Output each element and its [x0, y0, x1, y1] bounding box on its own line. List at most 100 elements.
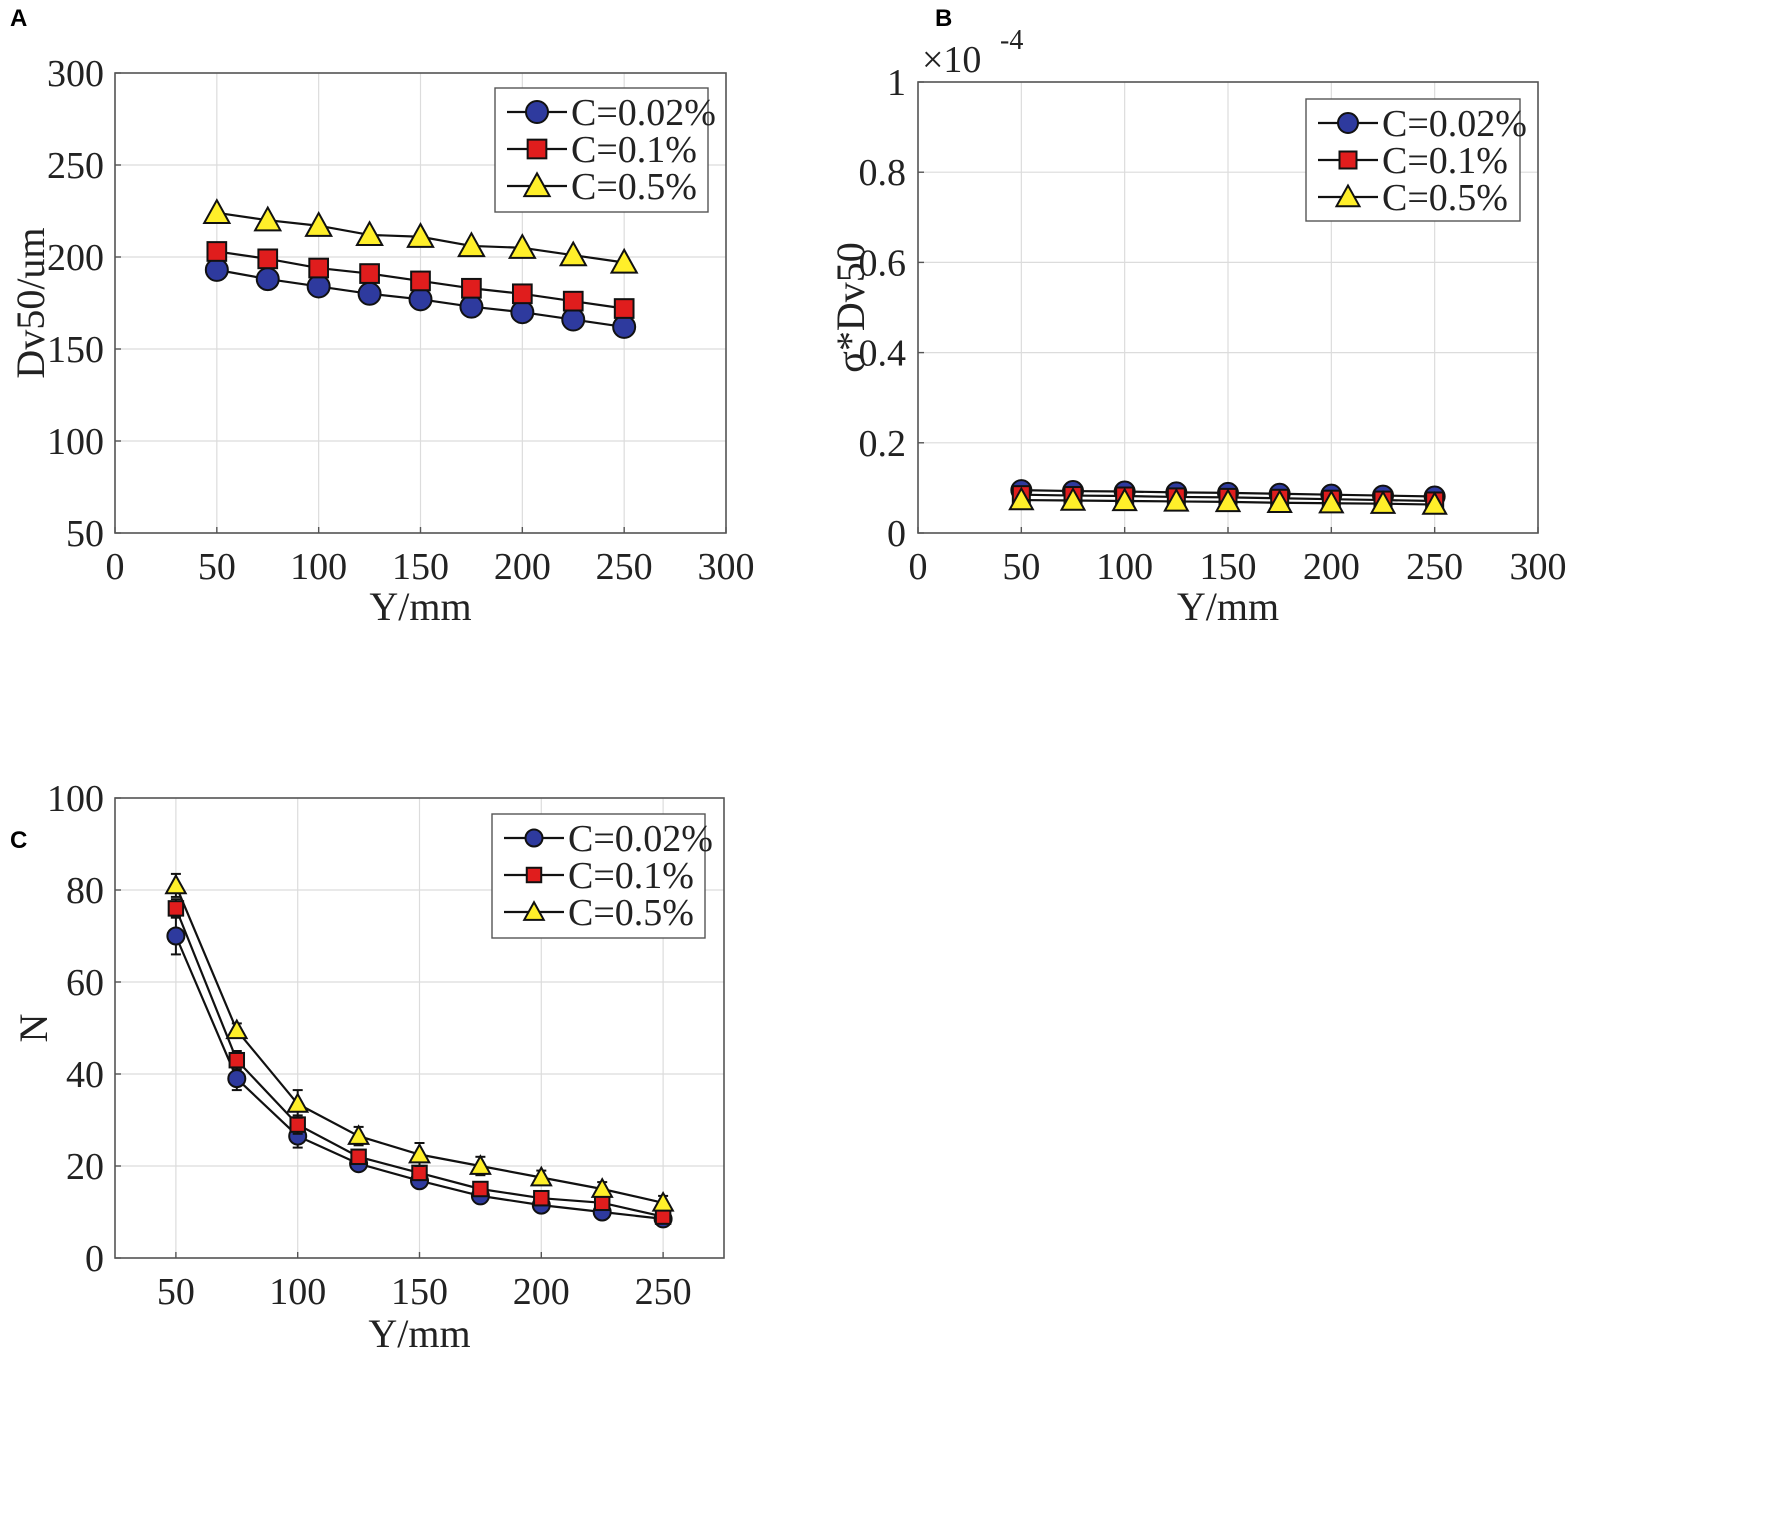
legend: C=0.02%C=0.1%C=0.5% — [494, 87, 716, 213]
legend-entry: C=0.02% — [507, 92, 716, 134]
x-tick-label: 250 — [596, 546, 653, 588]
x-tick-label: 150 — [391, 1271, 448, 1313]
data-point — [507, 233, 537, 259]
y-tick-label: 100 — [47, 778, 104, 820]
data-point — [1266, 489, 1293, 513]
y-tick-label: 80 — [66, 870, 104, 912]
data-point — [1318, 489, 1345, 514]
y-axis-label: Dv50/um — [8, 227, 53, 378]
data-point — [206, 241, 228, 262]
x-tick-label: 200 — [1303, 546, 1360, 588]
legend-label: C=0.5% — [568, 892, 694, 934]
legend-marker — [526, 138, 548, 160]
x-tick-label: 250 — [635, 1271, 692, 1313]
y-tick-label: 0 — [887, 513, 906, 555]
legend-entry: C=0.5% — [507, 166, 697, 208]
legend-label: C=0.5% — [1382, 177, 1508, 219]
legend: C=0.02%C=0.1%C=0.5% — [1305, 98, 1527, 222]
data-point — [461, 277, 482, 299]
data-point — [472, 1180, 489, 1198]
x-tick-label: 50 — [157, 1271, 195, 1313]
x-tick-label: 300 — [698, 546, 755, 588]
legend-entry: C=0.1% — [1318, 140, 1508, 182]
x-tick-label: 250 — [1406, 546, 1463, 588]
y-tick-label: 0 — [85, 1238, 104, 1280]
data-point — [357, 281, 382, 306]
legend-label: C=0.5% — [571, 166, 697, 208]
legend-marker — [1338, 150, 1358, 170]
y-tick-label: 150 — [47, 329, 104, 371]
y-tick-label: 20 — [66, 1146, 104, 1188]
data-point — [1214, 488, 1242, 513]
data-point — [612, 314, 637, 339]
x-tick-label: 200 — [494, 546, 551, 588]
x-tick-label: 150 — [392, 546, 449, 588]
panel-letter-a: A — [10, 5, 27, 32]
y-tick-label: 1 — [887, 62, 906, 104]
data-point — [286, 1092, 310, 1113]
data-point — [510, 300, 535, 325]
legend-entry: C=0.5% — [504, 892, 694, 934]
y-tick-label: 200 — [47, 237, 104, 279]
legend-entry: C=0.1% — [504, 855, 694, 897]
x-tick-label: 100 — [269, 1271, 326, 1313]
data-point — [164, 873, 188, 895]
data-point — [468, 1154, 492, 1175]
data-point — [359, 263, 380, 284]
data-point — [308, 257, 330, 279]
data-point — [253, 205, 283, 232]
series-1 — [206, 241, 635, 319]
data-point — [411, 1164, 428, 1182]
data-point — [1369, 490, 1397, 514]
legend-label: C=0.02% — [568, 818, 713, 860]
panel-c-chart: 50 100 150 200 250020406080100Y/mmNC=0.02%C=… — [11, 778, 725, 1356]
y-tick-label: 0.8 — [859, 152, 907, 194]
data-point — [350, 1148, 367, 1166]
x-tick-label: 50 — [198, 546, 236, 588]
x-tick-label: 0 — [106, 546, 125, 588]
x-tick-label: 100 — [1096, 546, 1153, 588]
legend-marker — [522, 171, 552, 198]
legend-marker — [525, 100, 549, 124]
data-point — [590, 1177, 614, 1198]
data-point — [613, 298, 635, 319]
panel-b-chart: 0 50 100 150 200 250 300 0 0.2 0.4 0.6 0.8 1 Y/mm σ*Dv… — [828, 25, 1567, 629]
data-point — [227, 1069, 247, 1089]
legend-entry: C=0.02% — [1318, 103, 1527, 145]
data-point — [533, 1189, 550, 1207]
y-tick-label: 50 — [66, 513, 104, 555]
data-point — [459, 294, 484, 319]
data-point — [225, 1018, 249, 1040]
axis-exponent-power: -4 — [1000, 25, 1023, 56]
x-tick-label: 0 — [909, 546, 928, 588]
legend-entry: C=0.5% — [1318, 177, 1508, 219]
x-axis-label: Y/mm — [368, 1311, 470, 1356]
y-axis-label: σ*Dv50 — [828, 242, 873, 372]
data-point — [562, 290, 584, 312]
data-point — [257, 248, 279, 270]
x-tick-label: 200 — [513, 1271, 570, 1313]
y-tick-label: 0.6 — [859, 242, 907, 284]
data-point — [406, 222, 435, 248]
axis-exponent: ×10 — [922, 39, 981, 81]
legend: C=0.02%C=0.1%C=0.5% — [491, 813, 713, 939]
y-tick-label: 100 — [47, 421, 104, 463]
y-tick-label: 0.2 — [859, 423, 907, 465]
data-point — [561, 307, 586, 332]
series-2 — [1008, 486, 1448, 515]
x-tick-label: 50 — [1002, 546, 1040, 588]
panel-letter-c: C — [10, 827, 27, 854]
data-point — [410, 270, 431, 292]
data-point — [167, 900, 185, 917]
data-point — [1059, 486, 1087, 511]
x-axis-label: Y/mm — [1177, 584, 1279, 629]
series-2 — [202, 198, 639, 274]
x-axis-label: Y/mm — [369, 584, 471, 629]
data-point — [1163, 487, 1190, 512]
legend-marker — [522, 900, 546, 921]
legend-marker — [1337, 112, 1359, 134]
legend-entry: C=0.1% — [507, 129, 697, 171]
data-point — [408, 1142, 431, 1164]
legend-entry: C=0.02% — [504, 818, 713, 860]
